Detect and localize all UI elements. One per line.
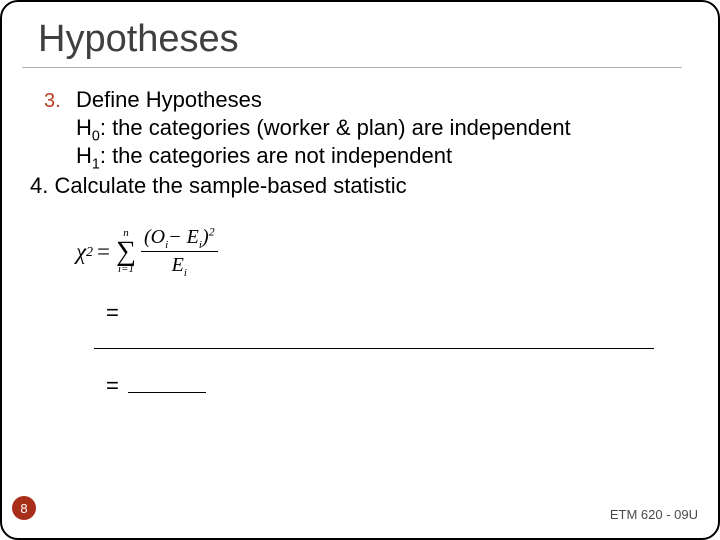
paren-close: ): [202, 226, 209, 248]
eq-sign-1: =: [106, 300, 119, 325]
item-number-3: 3.: [44, 90, 61, 112]
var-E-num: E: [187, 226, 199, 248]
chi-symbol: χ: [76, 237, 86, 266]
footer-text: ETM 620 - 09U: [610, 507, 698, 522]
list-item-3: 3. Define Hypotheses H0: the categories …: [44, 86, 690, 170]
item-3-body: Define Hypotheses H0: the categories (wo…: [76, 86, 571, 170]
eq-sign-2: =: [106, 373, 125, 398]
h1-text: : the categories are not independent: [100, 143, 452, 168]
equals-line-2: =: [106, 371, 690, 400]
chi-square-formula: χ 2 = n ∑ i=1 (Oi− Ei)2 Ei: [76, 225, 690, 279]
h1-line: H1: the categories are not independent: [76, 142, 571, 170]
sum-lower: i=1: [118, 264, 134, 275]
paren-open: (: [144, 226, 151, 248]
list-item-4: 4. Calculate the sample-based statistic: [30, 172, 690, 200]
h0-symbol: H: [76, 115, 92, 140]
slide-title: Hypotheses: [38, 18, 690, 61]
item-3-heading: Define Hypotheses: [76, 86, 571, 114]
equals-line-1: =: [106, 299, 690, 327]
h0-line: H0: the categories (worker & plan) are i…: [76, 114, 571, 142]
fraction-numerator: (Oi− Ei)2: [141, 225, 218, 253]
h1-subscript: 1: [92, 157, 100, 173]
formula-block: χ 2 = n ∑ i=1 (Oi− Ei)2 Ei: [76, 225, 690, 279]
h1-symbol: H: [76, 143, 92, 168]
content-block: 3. Define Hypotheses H0: the categories …: [44, 86, 690, 400]
fraction: (Oi− Ei)2 Ei: [141, 225, 218, 279]
fraction-denominator: Ei: [172, 252, 187, 279]
minus-sign: −: [168, 226, 182, 248]
slide-frame: Hypotheses 3. Define Hypotheses H0: the …: [0, 0, 720, 540]
page-number-badge: 8: [12, 496, 36, 520]
squared-exp: 2: [209, 224, 215, 238]
sigma-icon: ∑: [116, 239, 136, 264]
blank-long: [94, 327, 654, 349]
equals-sign: =: [97, 237, 110, 266]
var-O: O: [151, 226, 165, 248]
blank-short: [128, 371, 206, 393]
h0-text: : the categories (worker & plan) are ind…: [100, 115, 571, 140]
title-divider: [22, 67, 682, 68]
var-E-den: E: [172, 254, 184, 276]
summation-block: n ∑ i=1: [116, 228, 136, 275]
sub-i-3: i: [184, 267, 187, 279]
